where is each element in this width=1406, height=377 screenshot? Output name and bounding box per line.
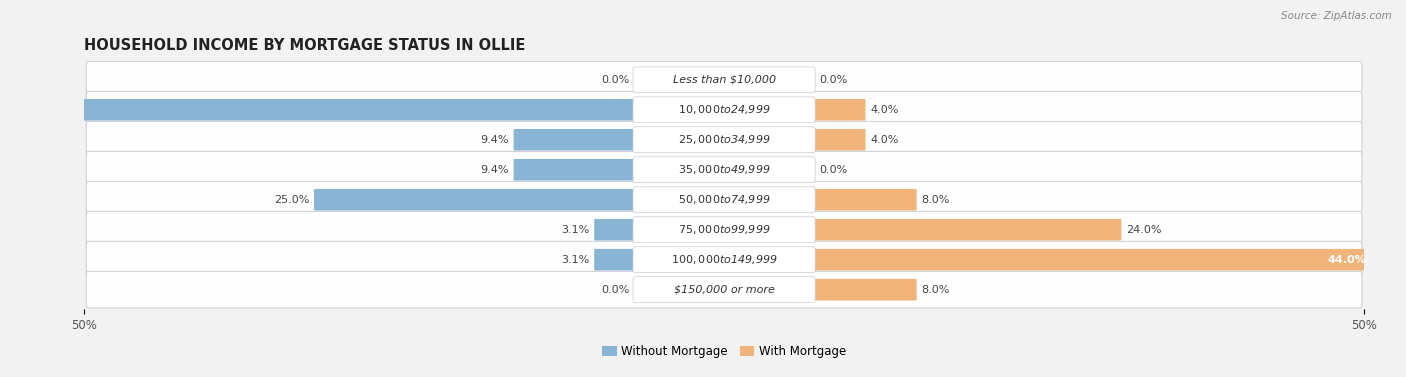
FancyBboxPatch shape [86, 121, 1362, 158]
Text: 9.4%: 9.4% [481, 165, 509, 175]
Text: $10,000 to $24,999: $10,000 to $24,999 [678, 103, 770, 116]
Text: 0.0%: 0.0% [818, 75, 846, 85]
FancyBboxPatch shape [86, 271, 1362, 308]
FancyBboxPatch shape [633, 187, 815, 213]
Text: HOUSEHOLD INCOME BY MORTGAGE STATUS IN OLLIE: HOUSEHOLD INCOME BY MORTGAGE STATUS IN O… [84, 38, 526, 53]
Text: 8.0%: 8.0% [921, 195, 949, 205]
FancyBboxPatch shape [633, 277, 815, 303]
FancyBboxPatch shape [813, 219, 1122, 241]
Text: 0.0%: 0.0% [602, 285, 630, 295]
FancyBboxPatch shape [813, 279, 917, 300]
Text: 44.0%: 44.0% [1327, 255, 1367, 265]
Text: Source: ZipAtlas.com: Source: ZipAtlas.com [1281, 11, 1392, 21]
FancyBboxPatch shape [86, 241, 1362, 278]
FancyBboxPatch shape [633, 157, 815, 182]
Text: $75,000 to $99,999: $75,000 to $99,999 [678, 223, 770, 236]
FancyBboxPatch shape [633, 247, 815, 273]
Legend: Without Mortgage, With Mortgage: Without Mortgage, With Mortgage [602, 345, 846, 358]
FancyBboxPatch shape [633, 217, 815, 242]
Text: $35,000 to $49,999: $35,000 to $49,999 [678, 163, 770, 176]
FancyBboxPatch shape [513, 159, 636, 181]
Text: 8.0%: 8.0% [921, 285, 949, 295]
FancyBboxPatch shape [0, 99, 636, 121]
Text: $150,000 or more: $150,000 or more [673, 285, 775, 295]
FancyBboxPatch shape [86, 61, 1362, 98]
Text: $50,000 to $74,999: $50,000 to $74,999 [678, 193, 770, 206]
FancyBboxPatch shape [813, 99, 866, 121]
FancyBboxPatch shape [813, 249, 1378, 270]
FancyBboxPatch shape [633, 127, 815, 153]
FancyBboxPatch shape [595, 219, 636, 241]
FancyBboxPatch shape [314, 189, 636, 210]
Text: 3.1%: 3.1% [561, 225, 589, 235]
FancyBboxPatch shape [633, 97, 815, 123]
FancyBboxPatch shape [595, 249, 636, 270]
Text: $25,000 to $34,999: $25,000 to $34,999 [678, 133, 770, 146]
FancyBboxPatch shape [813, 189, 917, 210]
FancyBboxPatch shape [86, 211, 1362, 248]
Text: 4.0%: 4.0% [870, 105, 898, 115]
FancyBboxPatch shape [86, 152, 1362, 188]
Text: 0.0%: 0.0% [602, 75, 630, 85]
Text: 4.0%: 4.0% [870, 135, 898, 145]
FancyBboxPatch shape [513, 129, 636, 150]
FancyBboxPatch shape [86, 92, 1362, 128]
Text: 25.0%: 25.0% [274, 195, 309, 205]
Text: $100,000 to $149,999: $100,000 to $149,999 [671, 253, 778, 266]
Text: Less than $10,000: Less than $10,000 [672, 75, 776, 85]
FancyBboxPatch shape [813, 129, 866, 150]
Text: 24.0%: 24.0% [1126, 225, 1161, 235]
FancyBboxPatch shape [86, 181, 1362, 218]
FancyBboxPatch shape [633, 67, 815, 93]
Text: 9.4%: 9.4% [481, 135, 509, 145]
Text: 0.0%: 0.0% [818, 165, 846, 175]
Text: 3.1%: 3.1% [561, 255, 589, 265]
